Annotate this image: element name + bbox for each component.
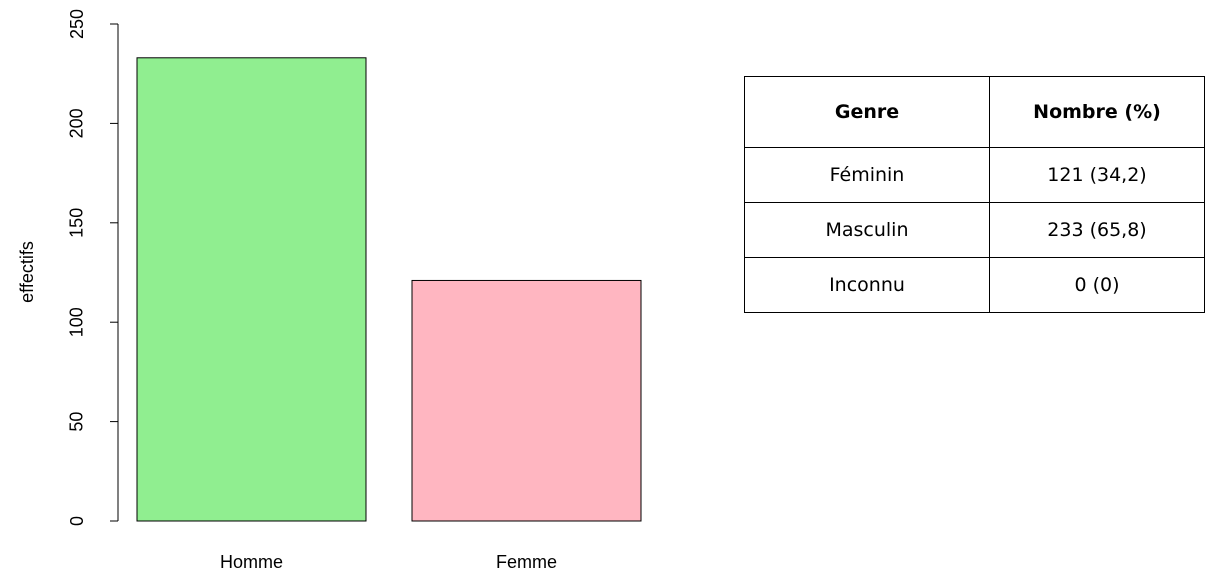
table-row: Féminin 121 (34,2) [744, 147, 1205, 203]
table-cell: 233 (65,8) [989, 202, 1205, 258]
y-tick-label: 50 [67, 412, 87, 432]
y-tick-label: 150 [67, 208, 87, 238]
table-cell: Masculin [744, 202, 990, 258]
table-row: Masculin 233 (65,8) [744, 202, 1205, 258]
table-cell: 0 (0) [989, 257, 1205, 313]
y-tick-label: 100 [67, 307, 87, 337]
x-tick-label: Femme [496, 552, 557, 572]
table-row: Inconnu 0 (0) [744, 257, 1205, 313]
table-cell: 121 (34,2) [989, 147, 1205, 203]
y-axis-label: effectifs [17, 241, 37, 303]
y-tick-label: 0 [67, 516, 87, 526]
table-cell: Féminin [744, 147, 990, 203]
header-cell: Nombre (%) [989, 76, 1205, 148]
bar [411, 279, 642, 522]
table-cell: Inconnu [744, 257, 990, 313]
x-tick-label: Homme [220, 552, 283, 572]
header-cell: Genre [744, 76, 990, 148]
header-row: Genre Nombre (%) [744, 76, 1205, 148]
y-tick-label: 200 [67, 108, 87, 138]
chart: effectifs 0 50 100 150 200 250 Homme Femme [17, 9, 642, 572]
bar [136, 57, 367, 522]
summary-table: Genre Nombre (%) Féminin 121 (34,2) Masculi… [744, 76, 1205, 313]
y-tick-label: 250 [67, 9, 87, 39]
